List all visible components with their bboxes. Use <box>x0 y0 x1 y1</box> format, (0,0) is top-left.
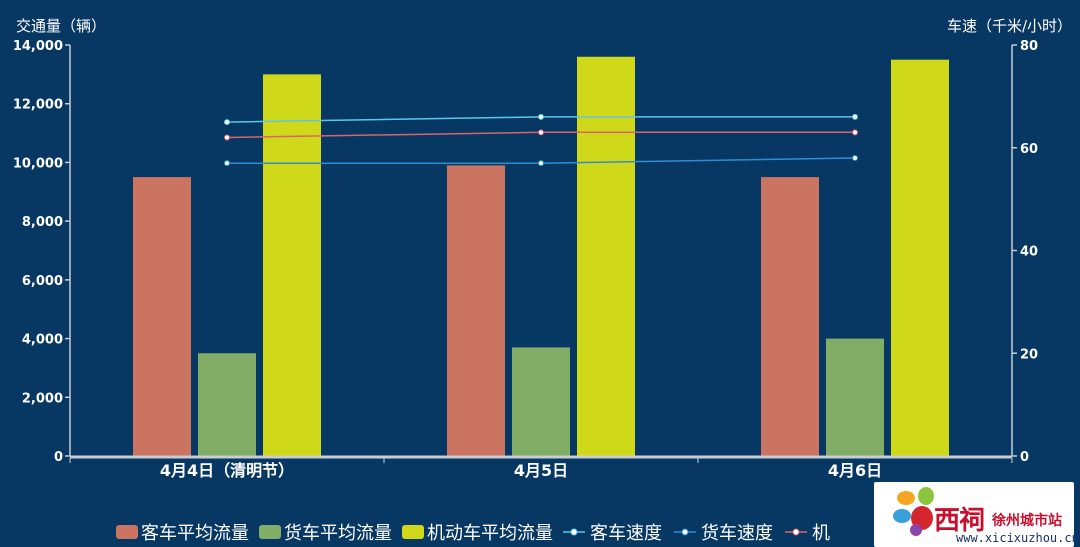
bar-0-0 <box>133 177 191 456</box>
right-tick-label: 20 <box>1020 347 1038 362</box>
right-tick-label: 80 <box>1020 39 1038 54</box>
bar-2-0 <box>263 74 321 456</box>
watermark-url: www.xicixuzhou.cn <box>956 531 1079 545</box>
left-tick-label: 10,000 <box>13 156 63 171</box>
category-label: 4月5日 <box>514 461 568 480</box>
legend-label: 客车平均流量 <box>141 523 249 544</box>
line-point-0-1 <box>538 113 544 120</box>
line-point-2-0 <box>224 134 230 141</box>
legend-swatch-dot-0 <box>570 528 578 536</box>
legend-swatch-bar-2 <box>402 525 424 539</box>
line-point-1-1 <box>538 160 544 167</box>
line-point-1-2 <box>852 155 858 162</box>
bar-0-1 <box>447 165 505 456</box>
watermark-logo-icon <box>893 487 934 536</box>
bar-1-0 <box>198 353 256 456</box>
watermark-brand: 西祠 <box>934 506 985 536</box>
legend-label: 客车速度 <box>590 523 662 544</box>
left-tick-label: 4,000 <box>22 333 63 348</box>
legend-label: 货车速度 <box>701 523 773 544</box>
watermark-subtitle: 徐州城市站 <box>992 513 1062 529</box>
left-tick-label: 8,000 <box>22 215 63 230</box>
line-point-1-0 <box>224 160 230 167</box>
right-tick-label: 40 <box>1020 245 1038 260</box>
line-point-2-1 <box>538 129 544 136</box>
line-point-0-0 <box>224 119 230 126</box>
bar-2-1 <box>577 56 635 456</box>
left-tick-label: 14,000 <box>13 39 63 54</box>
legend-swatch-dot-1 <box>681 528 689 536</box>
bar-1-1 <box>512 347 570 456</box>
category-label: 4月4日（清明节） <box>160 461 294 480</box>
line-point-2-2 <box>852 129 858 136</box>
legend: 客车平均流量 货车平均流量 机动车平均流量 客车速度 货车速度 机 <box>116 523 830 544</box>
left-tick-label: 2,000 <box>22 391 63 406</box>
left-tick-label: 6,000 <box>22 274 63 289</box>
legend-label: 机动车平均流量 <box>427 523 553 544</box>
bar-1-2 <box>826 338 884 456</box>
category-label: 4月6日 <box>828 461 882 480</box>
legend-swatch-dot-2 <box>792 528 800 536</box>
bar-2-2 <box>891 59 949 457</box>
line-point-0-2 <box>852 113 858 120</box>
legend-label: 货车平均流量 <box>284 523 392 544</box>
left-axis-title: 交通量（辆） <box>16 17 106 35</box>
right-tick-label: 0 <box>1020 450 1029 465</box>
plot-area: 0 2,000 4,000 6,000 8,000 10,000 12,000 14,000 0… <box>13 39 1038 480</box>
right-tick-label: 60 <box>1020 142 1038 157</box>
right-axis-title: 车速（千米/小时） <box>947 17 1072 35</box>
left-tick-label: 12,000 <box>13 98 63 113</box>
bar-0-2 <box>761 177 819 456</box>
legend-swatch-bar-1 <box>259 525 281 539</box>
left-tick-label: 0 <box>54 450 63 465</box>
legend-label: 机 <box>812 523 830 544</box>
legend-swatch-bar-0 <box>116 525 138 539</box>
